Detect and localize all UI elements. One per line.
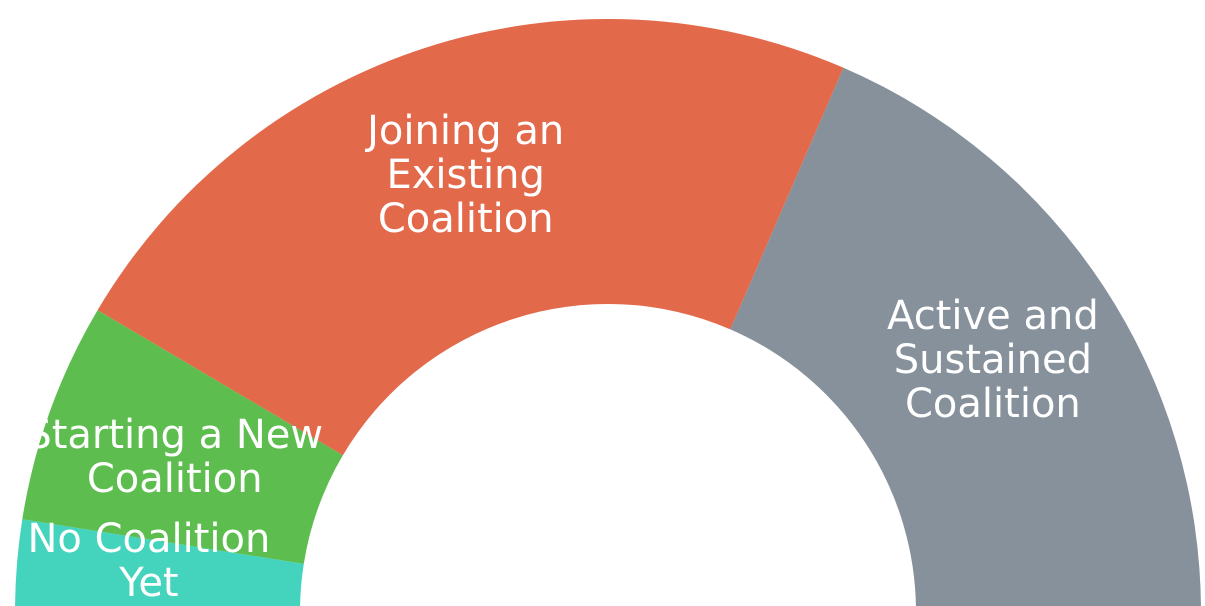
data-label-active-and-sustained-coalition: Active and Sustained Coalition <box>887 293 1099 427</box>
data-label-line: Coalition <box>87 456 263 502</box>
data-label-joining-an-existing-coalition: Joining an Existing Coalition <box>364 108 564 242</box>
segment-joining-an-existing-coalition <box>97 18 844 456</box>
data-label-line: Joining an <box>364 108 564 154</box>
chart-segments <box>15 18 1201 606</box>
data-label-line: Coalition <box>905 381 1081 427</box>
data-label-line: Yet <box>118 560 178 606</box>
segment-no-coalition-yet <box>15 519 304 606</box>
segment-active-and-sustained-coalition <box>730 67 1201 606</box>
data-label-line: Existing <box>386 152 544 198</box>
segment-starting-a-new-coalition <box>22 310 343 564</box>
data-label-no-coalition-yet: No Coalition Yet <box>27 516 270 606</box>
data-label-line: Sustained <box>894 337 1092 383</box>
data-label-line: Starting a New <box>26 412 323 458</box>
data-label-starting-a-new-coalition: Starting a New Coalition <box>26 412 323 502</box>
data-label-line: No Coalition <box>27 516 270 562</box>
data-label-line: Active and <box>887 293 1099 339</box>
data-label-line: Coalition <box>378 196 554 242</box>
